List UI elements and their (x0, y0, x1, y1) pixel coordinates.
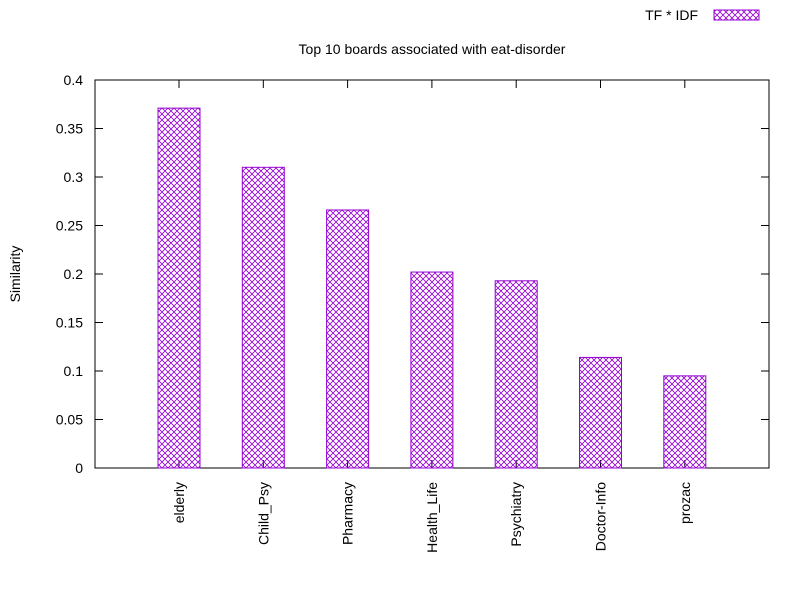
bar-doctor-info (579, 356, 622, 469)
bars (157, 107, 707, 469)
legend: TF * IDF (645, 7, 760, 23)
y-tick-label: 0 (75, 460, 83, 476)
y-axis-label: Similarity (7, 246, 23, 303)
y-tick-label: 0.25 (56, 218, 83, 234)
y-tick-label: 0.15 (56, 315, 83, 331)
bar-prozac (663, 375, 707, 469)
x-tick-label: prozac (677, 482, 693, 524)
y-tick-label: 0.4 (64, 72, 84, 88)
y-tick-label: 0.05 (56, 412, 83, 428)
bar-elderly (157, 107, 201, 469)
bar-psychiatry (494, 280, 538, 469)
x-axis-ticks: elderly Child_Psy Pharmacy Health_Life Psych… (171, 80, 693, 553)
y-axis-ticks: 0 0.05 0.1 0.15 0.2 0.25 0.3 0.35 0.4 (56, 72, 769, 476)
legend-label: TF * IDF (645, 7, 698, 23)
y-tick-label: 0.2 (64, 266, 84, 282)
bar-pharmacy (326, 209, 370, 469)
x-tick-label: Child_Psy (255, 482, 271, 545)
y-tick-label: 0.1 (64, 363, 84, 379)
legend-swatch (713, 9, 760, 21)
x-tick-label: elderly (171, 482, 187, 523)
x-tick-label: Pharmacy (340, 482, 356, 545)
bar-child-psy (241, 166, 285, 469)
y-tick-label: 0.3 (64, 169, 84, 185)
bar-health-life (410, 271, 454, 469)
x-tick-label: Psychiatry (508, 482, 524, 547)
y-tick-label: 0.35 (56, 121, 83, 137)
chart-title: Top 10 boards associated with eat-disord… (299, 41, 566, 57)
x-tick-label: Health_Life (424, 482, 440, 553)
x-tick-label: Doctor-Info (593, 482, 609, 551)
